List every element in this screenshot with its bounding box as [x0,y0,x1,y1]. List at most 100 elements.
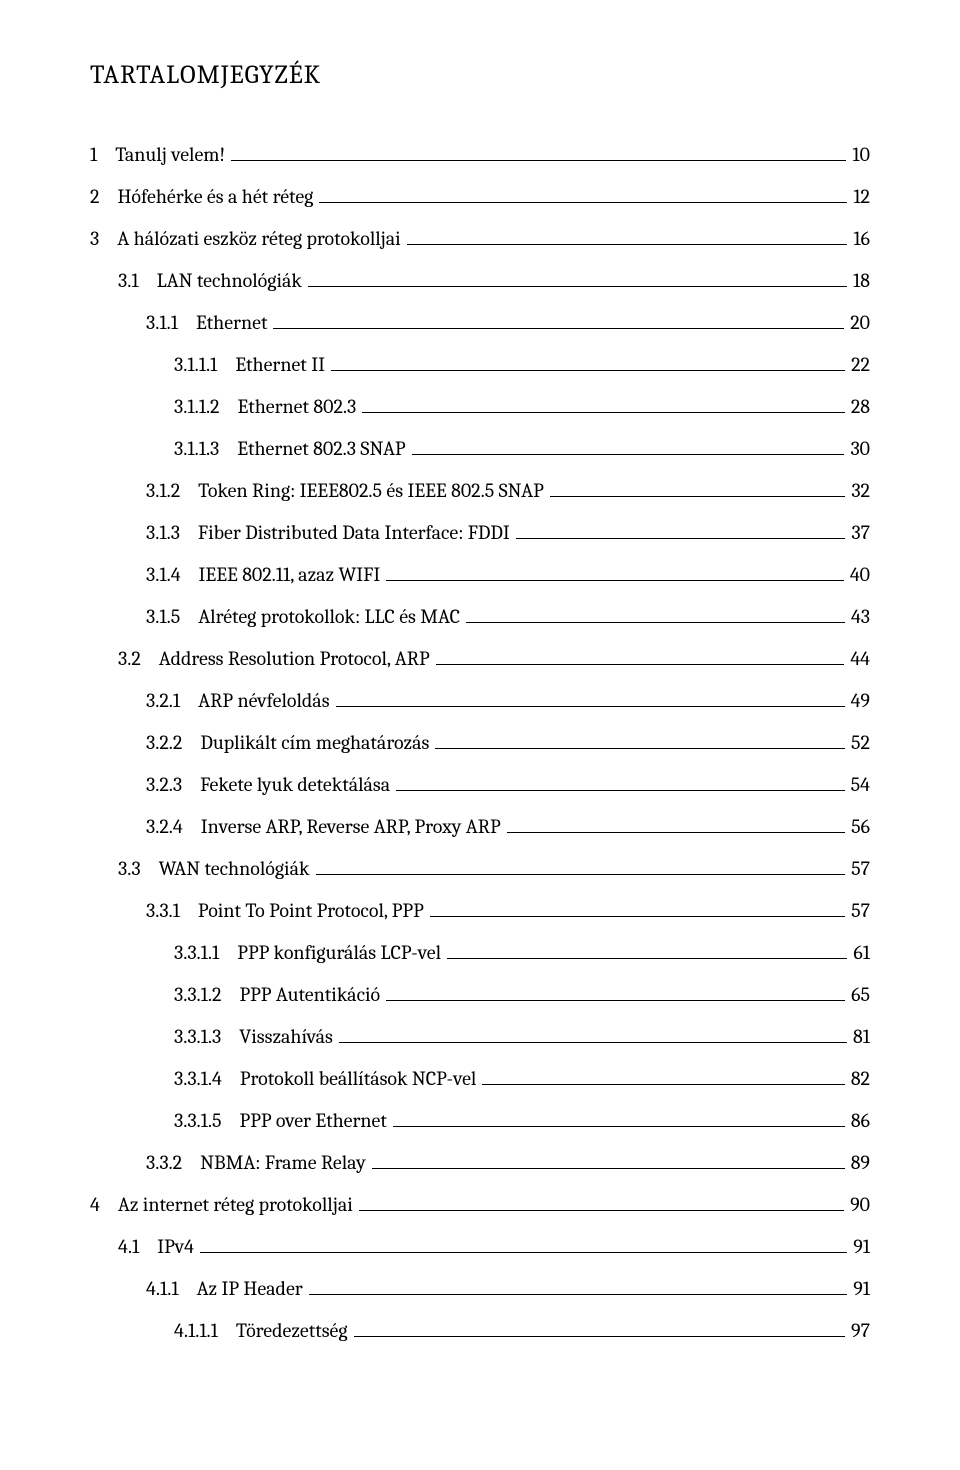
toc-entry-number: 3.2.3 [146,770,182,800]
toc-leader-line [309,1294,847,1295]
toc-entry-number: 3.2 [118,644,141,674]
toc-leader-line [362,412,845,413]
toc-leader-line [396,790,844,791]
toc-entry-number: 4.1 [118,1232,139,1262]
toc-entry-page: 89 [851,1148,870,1178]
toc-entry-page: 57 [851,896,870,926]
toc-entry-number: 3.1.1 [146,308,178,338]
toc-entry[interactable]: 3.2.4Inverse ARP, Reverse ARP, Proxy ARP… [90,812,870,842]
toc-entry-page: 91 [853,1232,870,1262]
toc-leader-line [507,832,845,833]
toc-leader-line [516,538,846,539]
toc-entry[interactable]: 3.3.1.1PPP konfigurálás LCP-vel61 [90,938,870,968]
toc-entry-number: 3.3.1.4 [174,1064,222,1094]
toc-entry-page: 43 [851,602,870,632]
toc-entry[interactable]: 4.1 IPv4 91 [90,1232,870,1262]
toc-entry[interactable]: 4Az internet réteg protokolljai90 [90,1190,870,1220]
toc-entry-page: 97 [851,1316,870,1346]
toc-entry[interactable]: 1Tanulj velem!10 [90,140,870,170]
toc-entry[interactable]: 2Hófehérke és a hét réteg12 [90,182,870,212]
toc-entry-page: 28 [851,392,870,422]
toc-entry-label: Protokoll beállítások NCP-vel [240,1064,476,1094]
toc-entry-number: 4.1.1 [146,1274,179,1304]
toc-entry[interactable]: 3.1.5Alréteg protokollok: LLC és MAC43 [90,602,870,632]
toc-entry[interactable]: 3.1LAN technológiák18 [90,266,870,296]
toc-entry-number: 3.3.2 [146,1148,182,1178]
toc-entry-number: 3.1 [118,266,139,296]
toc-leader-line [386,580,844,581]
toc-entry-page: 44 [850,644,870,674]
toc-entry-number: 3 [90,224,99,254]
toc-entry-number: 3.3.1.3 [174,1022,221,1052]
toc-entry[interactable]: 4.1.1Az IP Header91 [90,1274,870,1304]
toc-entry-label: Point To Point Protocol, PPP [198,896,424,926]
toc-entry-label: Az internet réteg protokolljai [118,1190,353,1220]
toc-entry-number: 3.1.2 [146,476,180,506]
toc-entry-page: 54 [851,770,870,800]
toc-entry[interactable]: 3.2.1ARP névfeloldás49 [90,686,870,716]
toc-entry[interactable]: 3.2Address Resolution Protocol, ARP44 [90,644,870,674]
toc-leader-line [331,370,845,371]
toc-leader-line [430,916,845,917]
toc-entry[interactable]: 3.1.1 Ethernet 20 [90,308,870,338]
toc-entry-number: 3.2.4 [146,812,183,842]
toc-leader-line [273,328,844,329]
toc-entry-label: Hófehérke és a hét réteg [117,182,313,212]
toc-leader-line [308,286,847,287]
toc-entry-label: Töredezettség [236,1316,348,1346]
toc-entry[interactable]: 3.3.1.3Visszahívás81 [90,1022,870,1052]
toc-entry-page: 52 [851,728,870,758]
toc-entry-label: IPv4 [157,1232,194,1262]
toc-leader-line [354,1336,845,1337]
toc-entry-number: 3.3.1 [146,896,180,926]
toc-entry[interactable]: 3.3.1 Point To Point Protocol, PPP 57 [90,896,870,926]
toc-entry-label: WAN technológiák [159,854,310,884]
toc-entry[interactable]: 3.1.1.1Ethernet II22 [90,350,870,380]
toc-leader-line [466,622,845,623]
toc-entry[interactable]: 3.2.3Fekete lyuk detektálása54 [90,770,870,800]
toc-entry-number: 3.1.1.2 [174,392,220,422]
toc-leader-line [386,1000,845,1001]
toc-entry[interactable]: 3.3.1.4 Protokoll beállítások NCP-vel 82 [90,1064,870,1094]
toc-entry[interactable]: 3.1.2Token Ring: IEEE802.5 és IEEE 802.5… [90,476,870,506]
toc-entry[interactable]: 3.1.1.3Ethernet 802.3 SNAP30 [90,434,870,464]
toc-entry-number: 3.3.1.2 [174,980,221,1010]
toc-leader-line [393,1126,845,1127]
page-title: TARTALOMJEGYZÉK [90,60,870,90]
toc-leader-line [482,1084,845,1085]
toc-entry-label: Fiber Distributed Data Interface: FDDI [198,518,510,548]
toc-entry-label: Ethernet [196,308,268,338]
toc-entry-number: 3.2.2 [146,728,182,758]
toc-entry[interactable]: 3.1.4IEEE 802.11, azaz WIFI40 [90,560,870,590]
toc-entry[interactable]: 3.3.2NBMA: Frame Relay89 [90,1148,870,1178]
toc-entry[interactable]: 3.1.3Fiber Distributed Data Interface: F… [90,518,870,548]
toc-entry[interactable]: 3.3WAN technológiák57 [90,854,870,884]
toc-entry[interactable]: 4.1.1.1Töredezettség97 [90,1316,870,1346]
toc-entry-page: 82 [851,1064,870,1094]
toc-entry-label: Az IP Header [197,1274,303,1304]
toc-entry[interactable]: 3 A hálózati eszköz réteg protokolljai 16 [90,224,870,254]
toc-entry-label: PPP over Ethernet [240,1106,387,1136]
toc-leader-line [435,748,845,749]
toc-entry-label: Ethernet 802.3 [238,392,357,422]
toc-leader-line [550,496,846,497]
toc-entry[interactable]: 3.3.1.2PPP Autentikáció65 [90,980,870,1010]
toc-leader-line [407,244,848,245]
toc-entry-page: 20 [850,308,870,338]
toc-entry-page: 16 [853,224,870,254]
toc-entry-label: A hálózati eszköz réteg protokolljai [117,224,400,254]
toc-leader-line [339,1042,847,1043]
toc-leader-line [372,1168,845,1169]
toc-entry-page: 49 [851,686,870,716]
toc-entry-label: Ethernet II [235,350,325,380]
toc-leader-line [436,664,845,665]
toc-entry-page: 37 [851,518,870,548]
toc-entry[interactable]: 3.2.2Duplikált cím meghatározás52 [90,728,870,758]
toc-entry-label: PPP konfigurálás LCP-vel [237,938,441,968]
toc-entry-label: Tanulj velem! [115,140,225,170]
toc-entry-number: 3.1.1.1 [174,350,217,380]
toc-entry[interactable]: 3.1.1.2 Ethernet 802.3 28 [90,392,870,422]
toc-entry-page: 30 [850,434,870,464]
toc-entry[interactable]: 3.3.1.5PPP over Ethernet86 [90,1106,870,1136]
toc-leader-line [412,454,845,455]
